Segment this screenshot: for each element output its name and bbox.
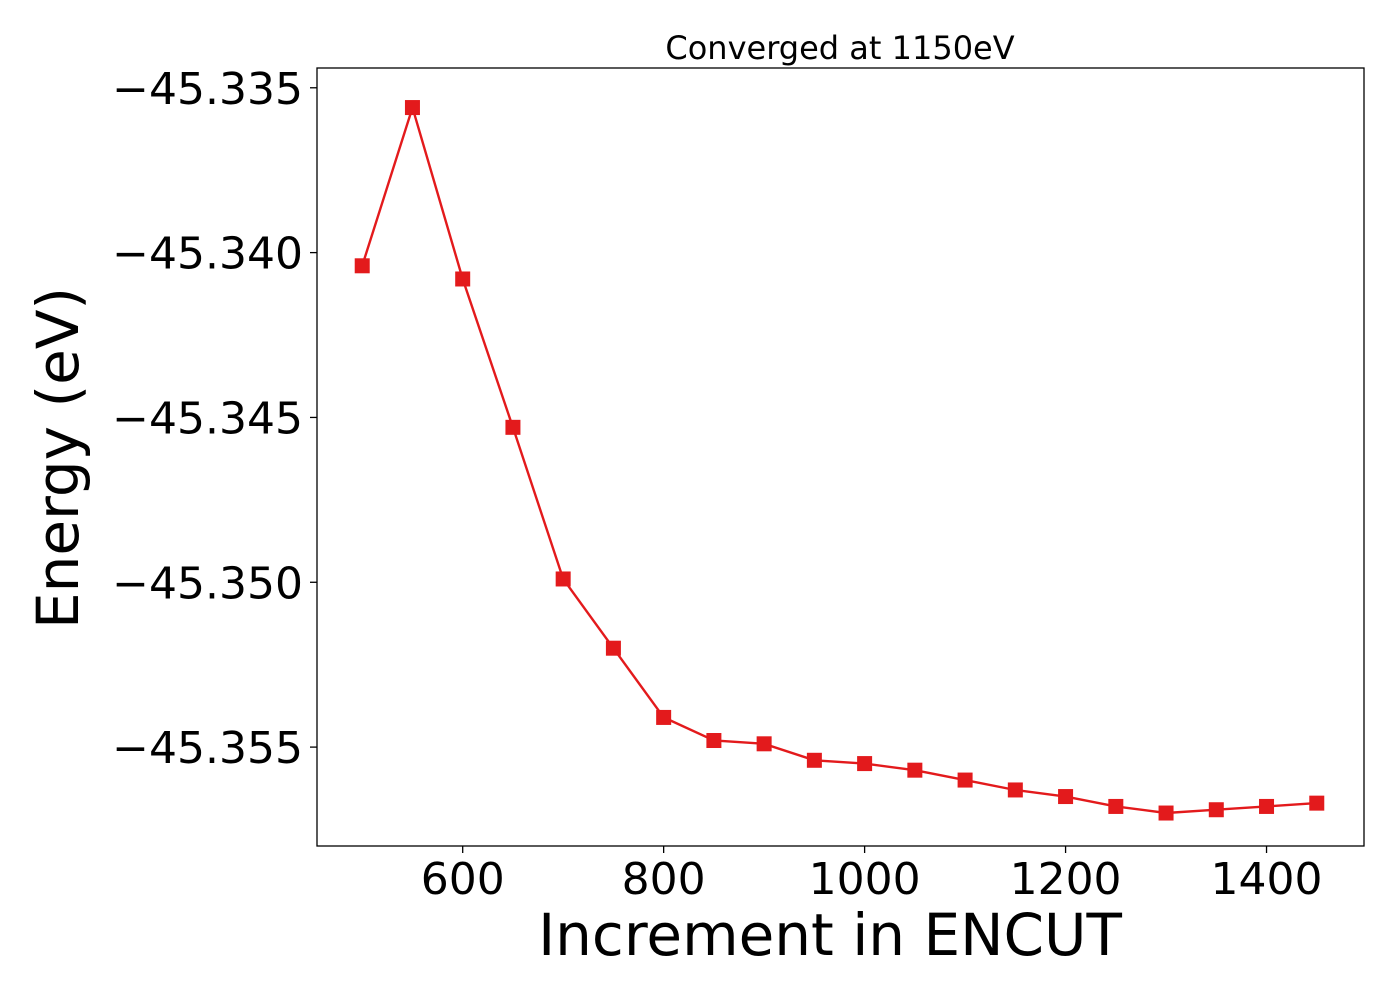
- data-point-marker: [656, 709, 672, 725]
- series-line: [361, 103, 1317, 815]
- data-point-marker: [1007, 782, 1023, 798]
- chart-title: Converged at 1150eV: [665, 29, 1014, 67]
- plot-area: [354, 100, 1325, 821]
- y-tick-label: −45.350: [112, 558, 303, 609]
- x-axis-label: Increment in ENCUT: [538, 901, 1122, 969]
- data-point-marker: [1309, 795, 1325, 811]
- data-point-marker: [957, 772, 973, 788]
- data-point-marker: [706, 733, 722, 749]
- data-point-marker: [756, 736, 772, 752]
- x-tick-label: 1400: [1211, 854, 1323, 905]
- data-point-marker: [1108, 798, 1124, 814]
- data-point-marker: [1058, 789, 1074, 805]
- data-point-marker: [907, 762, 923, 778]
- data-point-marker: [505, 419, 521, 435]
- x-axis-ticks: 600 800 1000 1200 1400: [421, 846, 1323, 905]
- x-tick-label: 800: [622, 854, 706, 905]
- data-point-marker: [555, 571, 571, 587]
- y-tick-label: −45.340: [112, 229, 303, 280]
- data-point-marker: [857, 756, 873, 772]
- data-point-marker: [1158, 805, 1174, 821]
- x-tick-label: 1000: [809, 854, 921, 905]
- plot-frame: [316, 67, 1365, 847]
- data-point-marker: [404, 100, 420, 116]
- x-tick-label: 1200: [1010, 854, 1122, 905]
- data-point-marker: [354, 258, 370, 274]
- y-axis-label: Energy (eV): [24, 287, 92, 629]
- data-point-marker: [1259, 798, 1275, 814]
- y-tick-label: −45.335: [112, 64, 303, 115]
- data-point-marker: [1208, 802, 1224, 818]
- x-tick-label: 600: [421, 854, 505, 905]
- data-point-marker: [806, 752, 822, 768]
- y-axis-ticks: −45.335 −45.340 −45.345 −45.350 −45.355: [112, 64, 317, 774]
- y-tick-label: −45.355: [112, 723, 303, 774]
- data-point-marker: [605, 640, 621, 656]
- y-tick-label: −45.345: [112, 393, 303, 444]
- data-point-marker: [455, 271, 471, 287]
